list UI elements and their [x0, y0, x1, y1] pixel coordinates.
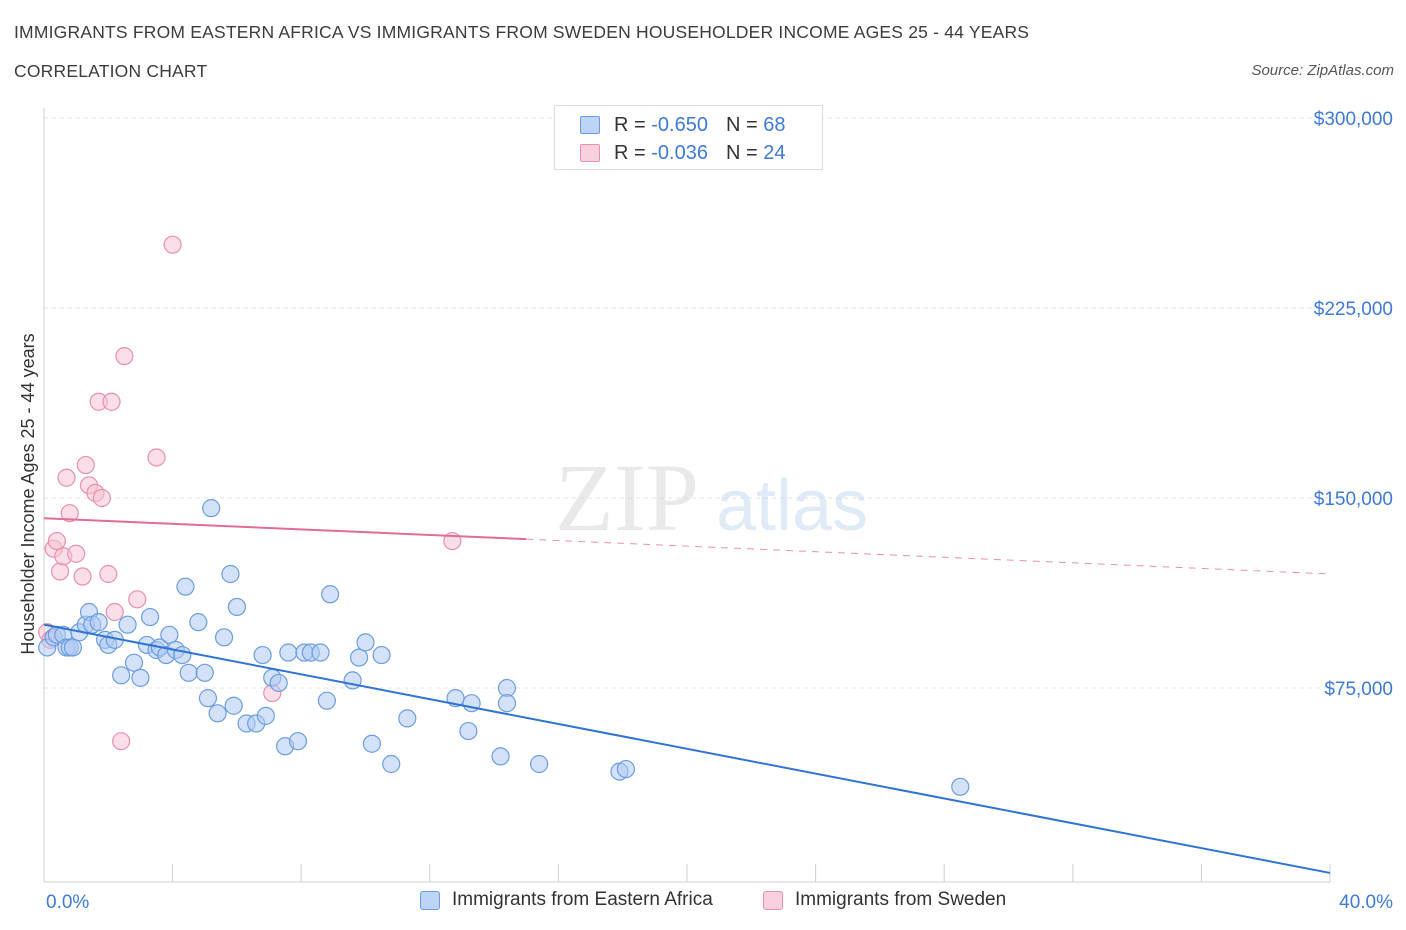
eastern-africa-point — [160, 625, 179, 644]
legend-row-sweden: R = -0.036 N = 24 — [580, 141, 785, 165]
sweden-point — [50, 562, 70, 581]
eastern-africa-point — [530, 754, 549, 774]
y-tick-label: $300,000 — [1314, 109, 1393, 130]
bottom-legend-label-eastern-africa: Immigrants from Eastern Africa — [452, 889, 713, 910]
eastern-africa-point — [398, 709, 417, 728]
y-axis-label: Householder Income Ages 25 - 44 years — [18, 333, 38, 654]
eastern-africa-point — [317, 691, 337, 710]
sweden-point — [105, 602, 124, 622]
eastern-africa-point — [131, 668, 150, 687]
eastern-africa-point — [179, 663, 198, 682]
legend-n-label: N = — [725, 141, 758, 164]
eastern-africa-point — [372, 645, 391, 665]
legend-n-label: N = — [725, 113, 758, 136]
grid-lines — [44, 117, 1392, 689]
watermark: ZIP atlas — [555, 444, 868, 551]
eastern-africa-point — [202, 499, 221, 518]
eastern-africa-point — [224, 696, 243, 715]
trend-lines — [43, 517, 1331, 874]
eastern-africa-point — [616, 759, 636, 779]
chart-subtitle: CORRELATION CHART — [14, 61, 208, 81]
sweden-point — [115, 347, 134, 366]
legend-r-value: -0.650 — [651, 113, 708, 136]
sweden-point — [73, 567, 92, 586]
bottom-legend-swatch-pink — [763, 890, 783, 910]
bottom-legend-swatch-blue — [420, 890, 440, 910]
eastern-africa-point — [112, 666, 131, 685]
eastern-africa-point — [279, 643, 298, 662]
chart-title: IMMIGRANTS FROM EASTERN AFRICA VS IMMIGR… — [14, 22, 1030, 42]
eastern-africa-point — [356, 633, 375, 652]
bottom-legend-label-sweden: Immigrants from Sweden — [795, 889, 1007, 910]
sweden-point — [57, 468, 76, 487]
eastern-africa-point — [214, 628, 234, 647]
legend-r-label: R = — [614, 113, 646, 136]
eastern-africa-point — [497, 678, 517, 698]
eastern-africa-point — [189, 613, 208, 632]
watermark-zip: ZIP — [555, 444, 699, 551]
eastern-africa-point — [491, 747, 510, 766]
bottom-legend-sweden: Immigrants from Sweden — [763, 889, 1006, 911]
sweden-point — [102, 392, 121, 411]
eastern-africa-point — [349, 648, 369, 667]
tick-labels: $75,000 $150,000 $225,000 $300,000 0.0% 40.0% — [46, 109, 1393, 913]
sweden-point — [99, 564, 118, 584]
eastern-africa-point — [173, 645, 192, 665]
eastern-africa-point — [951, 777, 970, 796]
eastern-africa-point — [221, 564, 240, 584]
legend-n-value: 24 — [763, 141, 786, 164]
source-label: Source: ZipAtlas.com — [1251, 62, 1394, 79]
eastern-africa-point — [382, 754, 401, 774]
eastern-africa-point — [256, 706, 275, 725]
legend-r-value: -0.036 — [651, 141, 708, 164]
x-tick-label: 40.0% — [1339, 892, 1393, 913]
legend-row-eastern-africa: R = -0.650 N = 68 — [580, 113, 785, 137]
legend-r-label: R = — [614, 141, 646, 164]
eastern-africa-point — [208, 704, 227, 723]
sweden-point — [163, 235, 182, 254]
eastern-africa-point — [497, 694, 517, 713]
watermark-atlas: atlas — [716, 466, 868, 546]
sweden-points — [38, 235, 462, 751]
axes — [43, 108, 1331, 883]
eastern-africa-point — [321, 585, 340, 604]
sweden-point — [128, 590, 147, 609]
eastern-africa-point — [288, 732, 308, 751]
sweden-point — [76, 455, 95, 475]
eastern-africa-point — [311, 643, 330, 662]
eastern-africa-point — [63, 638, 83, 657]
eastern-africa-point — [195, 663, 214, 682]
x-tick-label: 0.0% — [46, 892, 89, 913]
eastern-africa-point — [362, 734, 382, 753]
legend-n-value: 68 — [763, 113, 786, 136]
y-tick-label: $75,000 — [1324, 679, 1393, 700]
sweden-point — [67, 544, 86, 563]
sweden-trend-line-extension — [526, 538, 1331, 575]
eastern-africa-point — [198, 689, 218, 708]
eastern-africa-point — [118, 615, 137, 634]
y-tick-label: $150,000 — [1314, 489, 1393, 510]
sweden-point — [112, 732, 131, 751]
eastern-africa-trend-line — [43, 623, 1331, 874]
sweden-point — [92, 488, 111, 508]
eastern-africa-point — [124, 653, 144, 672]
legend-swatch-pink — [580, 144, 600, 162]
sweden-point — [47, 531, 66, 551]
stats-legend: R = -0.650 N = 68 R = -0.036 N = 24 — [554, 105, 823, 170]
eastern-africa-point — [89, 613, 108, 632]
sweden-point — [147, 448, 166, 467]
sweden-trend-line — [43, 517, 527, 541]
legend-swatch-blue — [580, 116, 600, 134]
sweden-point — [60, 504, 79, 523]
eastern-africa-point — [140, 607, 160, 627]
y-tick-label: $225,000 — [1314, 299, 1393, 320]
bottom-legend-eastern-africa: Immigrants from Eastern Africa — [420, 889, 713, 911]
eastern-africa-point — [227, 597, 246, 617]
eastern-africa-point — [176, 577, 195, 596]
eastern-africa-point — [269, 673, 288, 693]
eastern-africa-point — [253, 645, 272, 665]
eastern-africa-point — [459, 721, 478, 741]
